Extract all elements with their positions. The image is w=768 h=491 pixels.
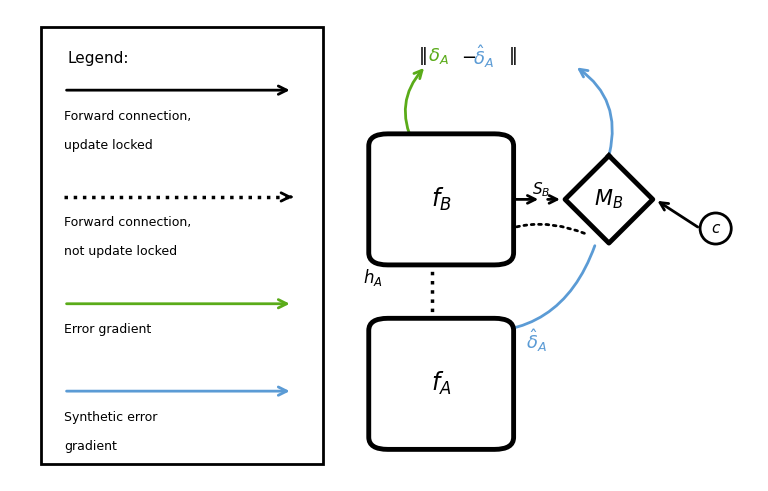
- FancyArrowPatch shape: [498, 195, 535, 203]
- FancyBboxPatch shape: [41, 27, 323, 464]
- Text: update locked: update locked: [64, 138, 153, 152]
- Text: Forward connection,: Forward connection,: [64, 217, 191, 229]
- FancyArrowPatch shape: [660, 203, 698, 227]
- FancyBboxPatch shape: [369, 134, 514, 265]
- FancyArrowPatch shape: [67, 86, 286, 94]
- Text: $\delta_A$: $\delta_A$: [429, 46, 449, 66]
- FancyBboxPatch shape: [369, 318, 514, 449]
- Text: $c$: $c$: [710, 221, 720, 236]
- FancyArrowPatch shape: [463, 246, 595, 336]
- Text: not update locked: not update locked: [64, 246, 177, 258]
- Text: $h_A$: $h_A$: [362, 267, 382, 288]
- Text: $\hat{\delta}_A$: $\hat{\delta}_A$: [473, 43, 494, 70]
- Ellipse shape: [700, 213, 731, 244]
- Text: $\|\,$: $\|\,$: [418, 45, 426, 67]
- Text: $\,\|$: $\,\|$: [506, 45, 518, 67]
- FancyArrowPatch shape: [472, 224, 584, 249]
- Text: $\hat{\delta}_A$: $\hat{\delta}_A$: [526, 327, 547, 354]
- FancyArrowPatch shape: [406, 70, 422, 143]
- FancyArrowPatch shape: [548, 195, 557, 203]
- Text: gradient: gradient: [64, 439, 117, 453]
- FancyArrowPatch shape: [67, 300, 286, 308]
- Text: Forward connection,: Forward connection,: [64, 109, 191, 123]
- FancyArrowPatch shape: [579, 69, 612, 153]
- Text: Legend:: Legend:: [68, 52, 129, 66]
- Text: $\,-\,$: $\,-\,$: [455, 47, 476, 65]
- Text: $M_B$: $M_B$: [594, 188, 624, 211]
- Polygon shape: [565, 156, 653, 243]
- Text: Synthetic error: Synthetic error: [64, 410, 157, 424]
- Text: $S_B$: $S_B$: [532, 180, 550, 199]
- FancyArrowPatch shape: [428, 242, 436, 250]
- FancyArrowPatch shape: [281, 193, 291, 201]
- Text: $f_B$: $f_B$: [431, 186, 452, 213]
- Text: Error gradient: Error gradient: [64, 323, 151, 336]
- Text: $f_A$: $f_A$: [431, 370, 452, 397]
- FancyArrowPatch shape: [67, 387, 286, 395]
